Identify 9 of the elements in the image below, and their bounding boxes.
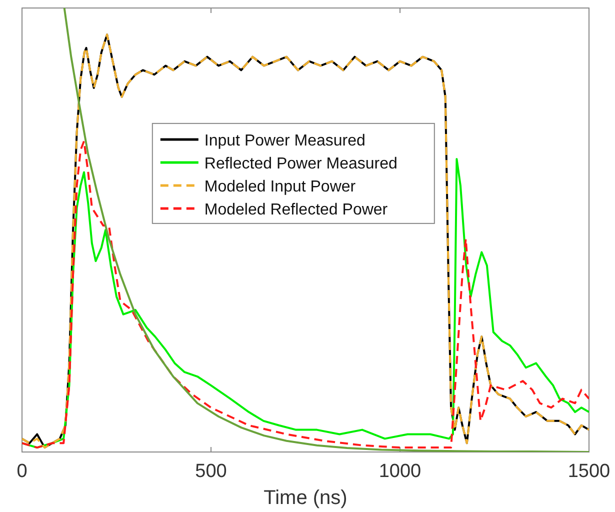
x-tick-label: 500: [195, 461, 227, 482]
legend-label: Input Power Measured: [204, 132, 366, 150]
legend-label: Modeled Input Power: [204, 178, 356, 196]
legend-label: Modeled Reflected Power: [204, 201, 388, 218]
x-axis-title: Time (ns): [264, 487, 348, 509]
x-tick-label: 1500: [568, 461, 610, 482]
x-tick-label: 0: [16, 461, 28, 482]
x-tick-label: 1000: [378, 461, 422, 482]
legend-label: Reflected Power Measured: [204, 155, 398, 172]
